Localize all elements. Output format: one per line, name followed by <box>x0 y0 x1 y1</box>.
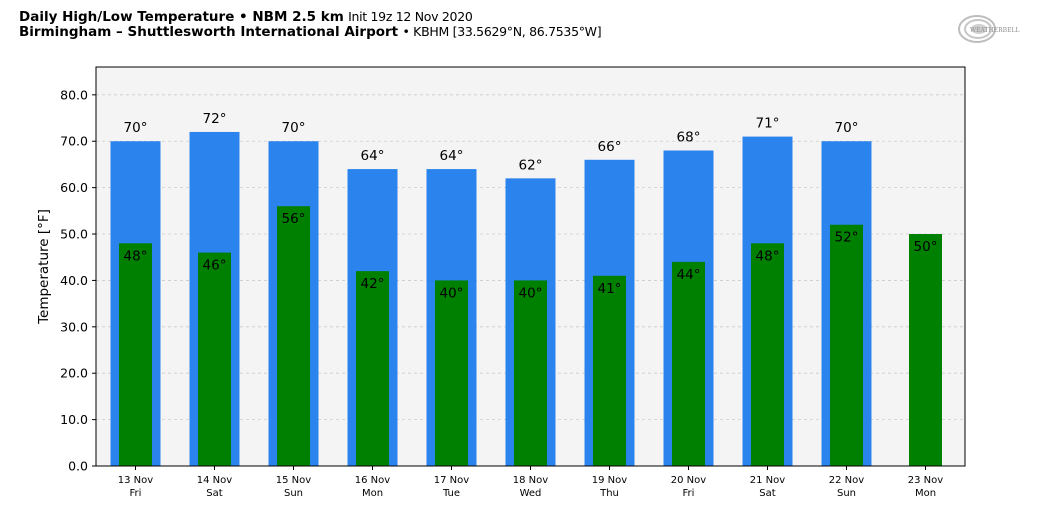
low-bar <box>830 224 863 466</box>
low-label: 40° <box>519 285 543 301</box>
y-tick-label: 50.0 <box>60 227 88 242</box>
x-tick-label: 14 Nov <box>197 475 233 486</box>
x-tick-label: 13 Nov <box>118 475 154 486</box>
y-tick-label: 30.0 <box>60 319 88 334</box>
x-tick-label: 23 Nov <box>908 475 944 486</box>
low-label: 50° <box>914 239 938 255</box>
high-label: 70° <box>835 120 859 136</box>
chart-subtitle: Birmingham – Shuttlesworth International… <box>19 24 602 40</box>
chart-title: Daily High/Low Temperature • NBM 2.5 km … <box>19 9 473 25</box>
low-label: 48° <box>124 248 148 264</box>
x-tick-weekday: Sat <box>759 488 775 499</box>
high-label: 66° <box>598 139 622 155</box>
x-tick-label: 19 Nov <box>592 475 628 486</box>
high-label: 64° <box>361 148 385 164</box>
high-label: 71° <box>756 116 780 132</box>
low-label: 41° <box>598 281 622 297</box>
x-tick-label: 15 Nov <box>276 475 312 486</box>
y-tick-label: 20.0 <box>60 366 88 381</box>
low-label: 40° <box>440 285 464 301</box>
low-bar <box>593 275 626 466</box>
x-tick-label: 17 Nov <box>434 475 470 486</box>
x-tick-weekday: Tue <box>442 488 460 499</box>
low-bar <box>277 206 310 467</box>
low-label: 42° <box>361 276 385 292</box>
x-tick-label: 21 Nov <box>750 475 786 486</box>
x-tick-weekday: Sun <box>284 488 303 499</box>
high-label: 70° <box>282 120 306 136</box>
low-label: 44° <box>677 267 701 283</box>
low-label: 56° <box>282 211 306 227</box>
high-label: 72° <box>203 111 227 127</box>
y-tick-label: 40.0 <box>60 273 88 288</box>
low-bar <box>909 234 942 466</box>
x-tick-weekday: Wed <box>520 488 542 499</box>
low-bar <box>198 252 231 466</box>
y-tick-label: 60.0 <box>60 180 88 195</box>
high-label: 68° <box>677 130 701 146</box>
y-tick-label: 10.0 <box>60 412 88 427</box>
low-bar <box>356 271 389 466</box>
low-label: 46° <box>203 258 227 274</box>
y-axis-label: Temperature [°F] <box>36 209 52 325</box>
high-label: 70° <box>124 120 148 136</box>
x-tick-weekday: Fri <box>683 488 695 499</box>
y-tick-label: 0.0 <box>68 459 88 474</box>
low-bar <box>672 261 705 466</box>
x-tick-weekday: Thu <box>599 488 619 499</box>
x-tick-weekday: Fri <box>130 488 142 499</box>
high-label: 64° <box>440 148 464 164</box>
x-tick-label: 18 Nov <box>513 475 549 486</box>
y-tick-label: 70.0 <box>60 134 88 149</box>
low-label: 52° <box>835 230 859 246</box>
y-tick-label: 80.0 <box>60 87 88 102</box>
low-bar <box>751 243 784 466</box>
low-bar <box>435 280 468 466</box>
plot-frame <box>95 66 966 467</box>
x-tick-label: 22 Nov <box>829 475 865 486</box>
low-bar <box>119 243 152 466</box>
low-label: 48° <box>756 248 780 264</box>
x-tick-label: 20 Nov <box>671 475 707 486</box>
x-tick-weekday: Mon <box>362 488 383 499</box>
x-tick-weekday: Sat <box>206 488 222 499</box>
x-tick-weekday: Sun <box>837 488 856 499</box>
low-bar <box>514 280 547 466</box>
x-tick-label: 16 Nov <box>355 475 391 486</box>
x-tick-weekday: Mon <box>915 488 936 499</box>
high-label: 62° <box>519 157 543 173</box>
